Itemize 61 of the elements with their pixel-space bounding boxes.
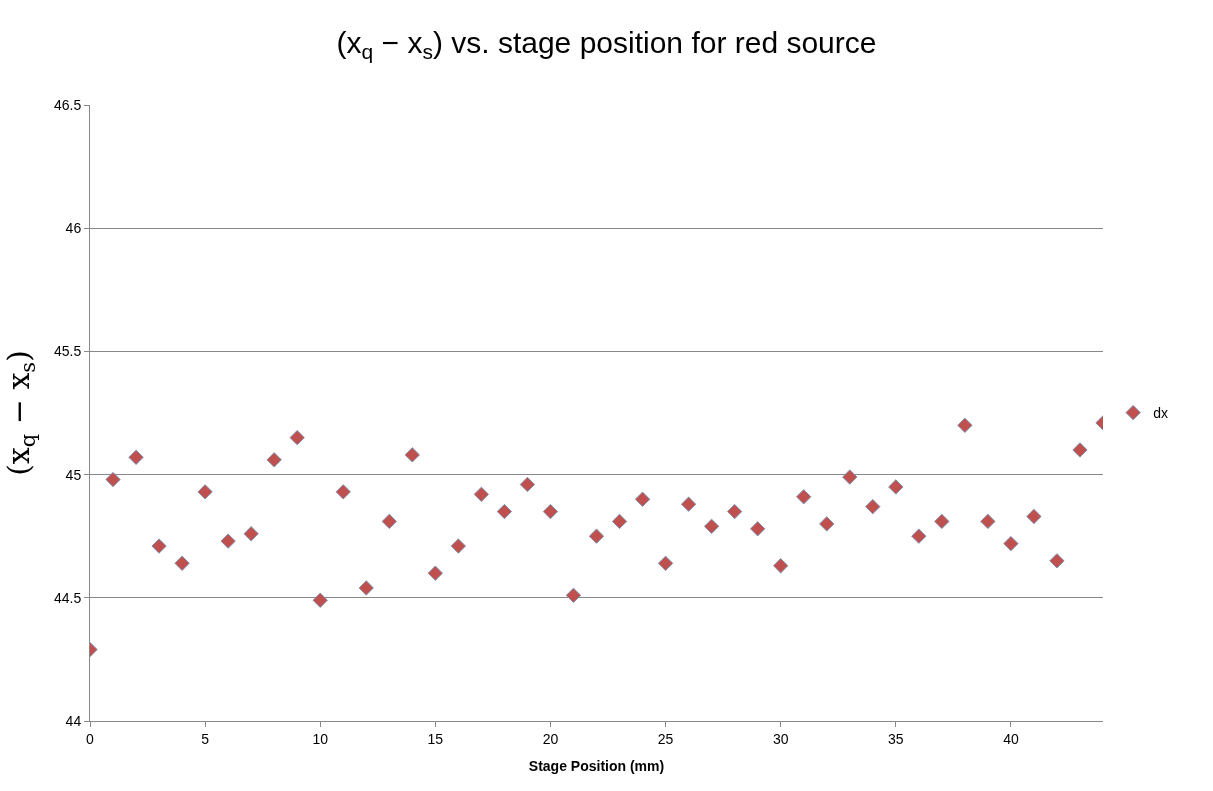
point xyxy=(381,513,397,530)
point xyxy=(128,449,144,465)
point xyxy=(980,513,996,530)
x-tick-label: 30 xyxy=(772,730,789,747)
point xyxy=(519,476,536,493)
point xyxy=(588,528,605,544)
point xyxy=(266,452,282,468)
x-tick-label: 35 xyxy=(888,730,904,747)
point xyxy=(842,469,858,485)
point xyxy=(450,538,467,554)
point xyxy=(750,521,766,537)
point xyxy=(1026,508,1042,525)
y-tick-label: 45 xyxy=(65,466,82,483)
x-tick-label: 40 xyxy=(1003,730,1019,747)
point xyxy=(404,447,420,463)
point xyxy=(934,513,950,530)
chart-title: (x$_{q}$ − x$_{s}$) vs. stage position for red source xyxy=(336,25,877,63)
point xyxy=(634,491,651,507)
point xyxy=(289,429,305,446)
point xyxy=(888,479,904,495)
x-tick-label: 10 xyxy=(312,730,329,747)
point xyxy=(174,555,190,571)
y-tick-label: 44 xyxy=(65,712,82,729)
y-tick-label: 46 xyxy=(65,220,82,237)
x-tick-label: 5 xyxy=(201,730,210,747)
point xyxy=(151,538,167,554)
legend-label: dx xyxy=(1153,405,1168,422)
point xyxy=(957,417,973,433)
x-tick-label: 20 xyxy=(542,730,559,747)
point xyxy=(1049,553,1065,569)
point xyxy=(657,555,674,571)
point xyxy=(105,471,121,488)
point xyxy=(703,518,720,534)
point xyxy=(865,498,881,515)
point xyxy=(796,489,812,505)
y-tick-label: 46.5 xyxy=(53,96,82,113)
point xyxy=(496,503,513,520)
point xyxy=(197,484,213,500)
point xyxy=(680,496,697,512)
point xyxy=(473,486,490,502)
point xyxy=(611,513,628,530)
y-tick-label: 45.5 xyxy=(53,343,82,360)
point xyxy=(312,592,328,608)
x-axis-title: Stage Position (mm) xyxy=(528,758,665,775)
point xyxy=(819,516,835,532)
x-tick-label: 25 xyxy=(657,730,674,747)
x-tick-label: 0 xyxy=(86,730,95,747)
point xyxy=(243,526,259,542)
point xyxy=(1072,442,1088,458)
y-tick-label: 44.5 xyxy=(53,589,82,606)
point xyxy=(335,484,351,500)
point xyxy=(565,587,582,603)
point xyxy=(427,565,443,581)
point xyxy=(358,580,374,596)
point xyxy=(220,533,236,549)
point xyxy=(911,528,927,544)
point xyxy=(726,503,743,520)
point xyxy=(773,558,789,574)
x-tick-label: 15 xyxy=(427,730,444,747)
point xyxy=(1003,535,1019,552)
point xyxy=(542,503,559,520)
